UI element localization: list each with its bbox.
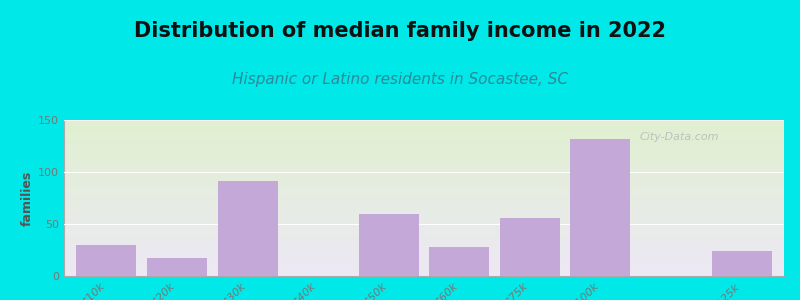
- Bar: [712, 251, 772, 276]
- Y-axis label: families: families: [21, 170, 34, 226]
- Text: City-Data.com: City-Data.com: [640, 133, 719, 142]
- Bar: [358, 214, 418, 276]
- Text: Hispanic or Latino residents in Socastee, SC: Hispanic or Latino residents in Socastee…: [232, 72, 568, 87]
- Bar: [147, 258, 207, 276]
- Bar: [500, 218, 560, 276]
- Text: Distribution of median family income in 2022: Distribution of median family income in …: [134, 21, 666, 41]
- Bar: [570, 139, 630, 276]
- Bar: [76, 245, 136, 276]
- Bar: [218, 182, 278, 276]
- Bar: [430, 247, 490, 276]
